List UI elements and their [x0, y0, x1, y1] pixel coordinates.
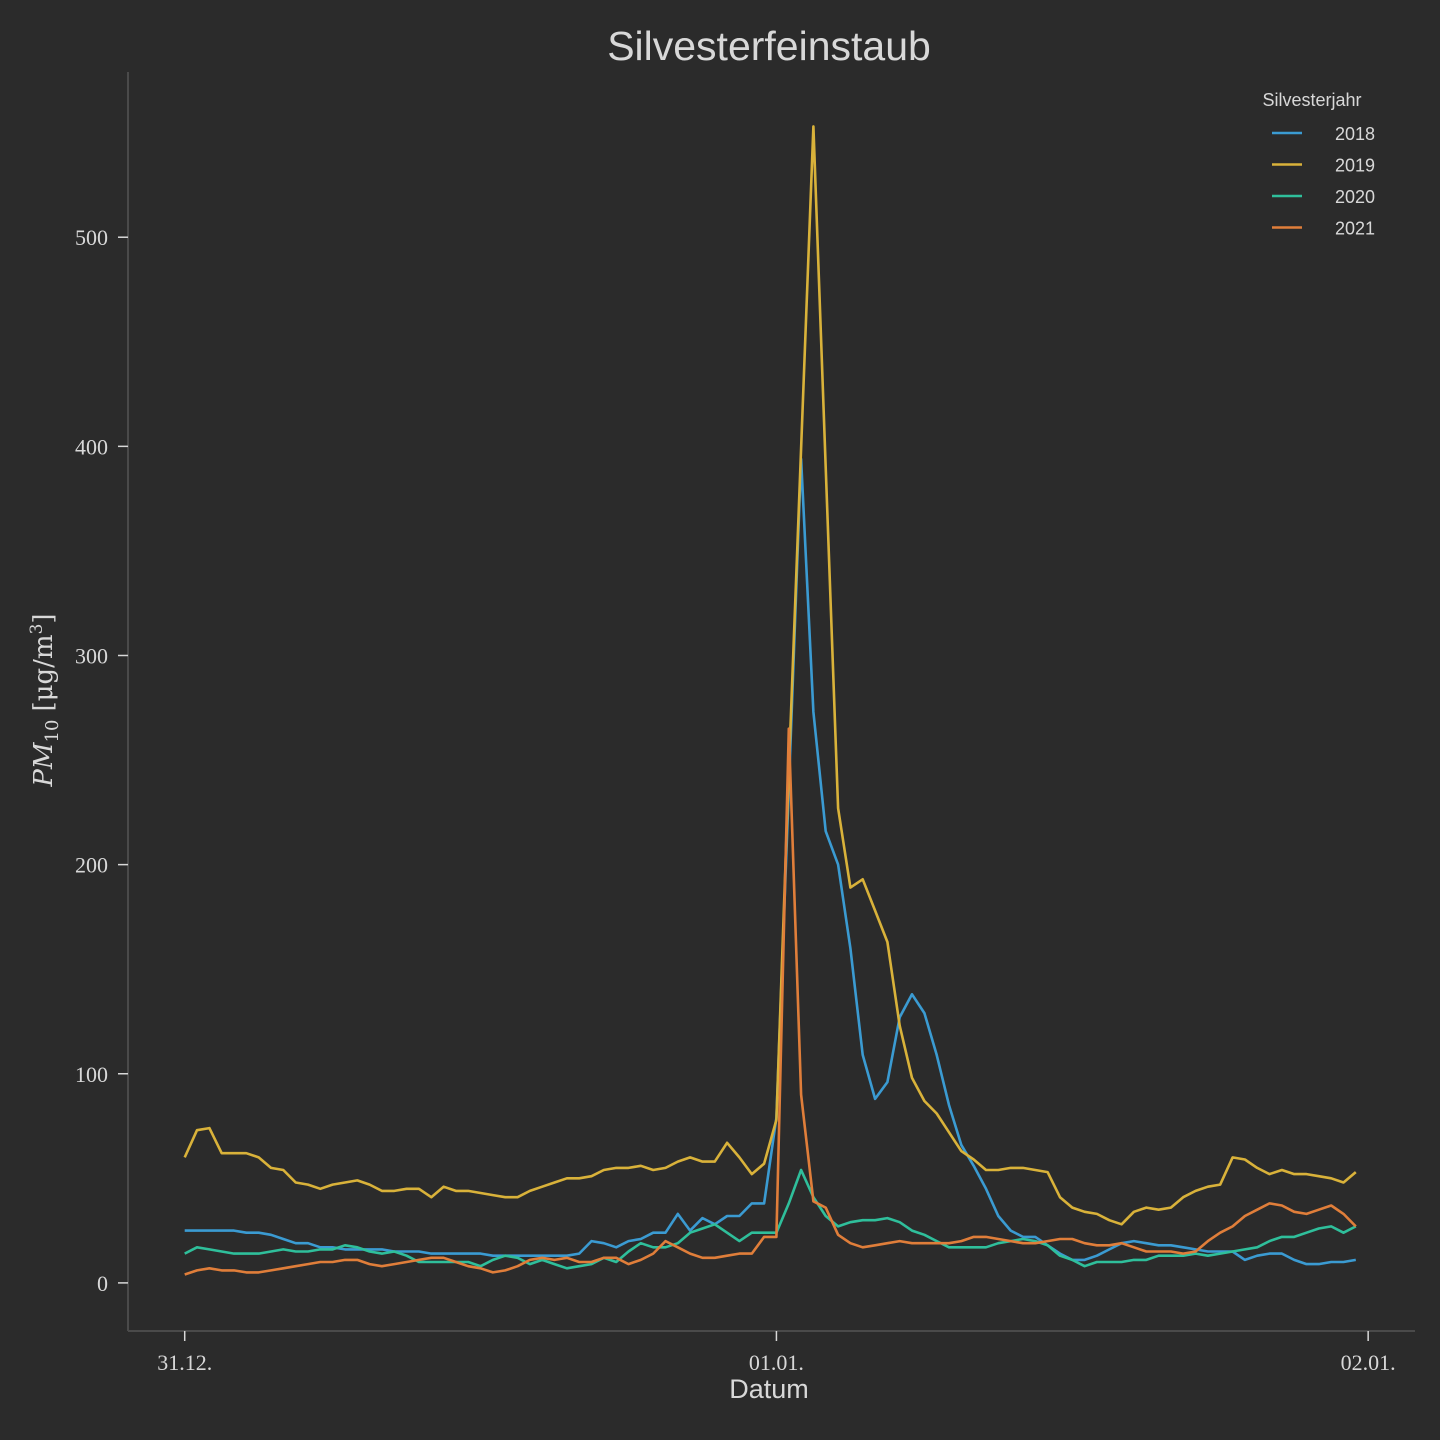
chart-title: Silvesterfeinstaub — [607, 23, 931, 69]
legend: Silvesterjahr 2018 2019 2020 2021 — [1262, 90, 1375, 239]
legend-label-2021: 2021 — [1335, 219, 1375, 239]
y-label-unit-open: [μg/m — [29, 634, 59, 711]
series-line-2020 — [184, 1168, 1357, 1270]
y-label-base: PM — [29, 741, 59, 787]
legend-label-2018: 2018 — [1335, 124, 1375, 144]
legend-label-2020: 2020 — [1335, 187, 1375, 207]
y-label-unit-close: ] — [29, 613, 59, 623]
y-label-subscript: 10 — [42, 720, 63, 743]
x-ticks: 31.12. 01.01. 02.01. — [157, 1331, 1396, 1375]
series-line-2018 — [184, 457, 1357, 1266]
x-axis-label: Datum — [729, 1374, 809, 1404]
y-tick-label: 200 — [75, 853, 108, 878]
y-tick-label: 500 — [75, 225, 108, 250]
series-line-2021 — [184, 727, 1357, 1276]
legend-label-2019: 2019 — [1335, 156, 1375, 176]
x-tick-label: 31.12. — [157, 1350, 212, 1375]
series-lines — [183, 125, 1357, 1276]
y-axis-label: PM10 [μg/m3] — [27, 613, 63, 787]
y-tick-label: 100 — [75, 1062, 108, 1087]
x-tick-label: 01.01. — [749, 1350, 804, 1375]
series-line-2019 — [183, 125, 1357, 1226]
legend-title: Silvesterjahr — [1262, 90, 1361, 110]
y-tick-label: 300 — [75, 643, 108, 668]
x-tick-label: 02.01. — [1341, 1350, 1396, 1375]
y-tick-label: 0 — [97, 1271, 108, 1296]
y-ticks: 0 100 200 300 400 500 — [75, 225, 128, 1296]
y-label-superscript: 3 — [27, 624, 47, 635]
y-tick-label: 400 — [75, 434, 108, 459]
